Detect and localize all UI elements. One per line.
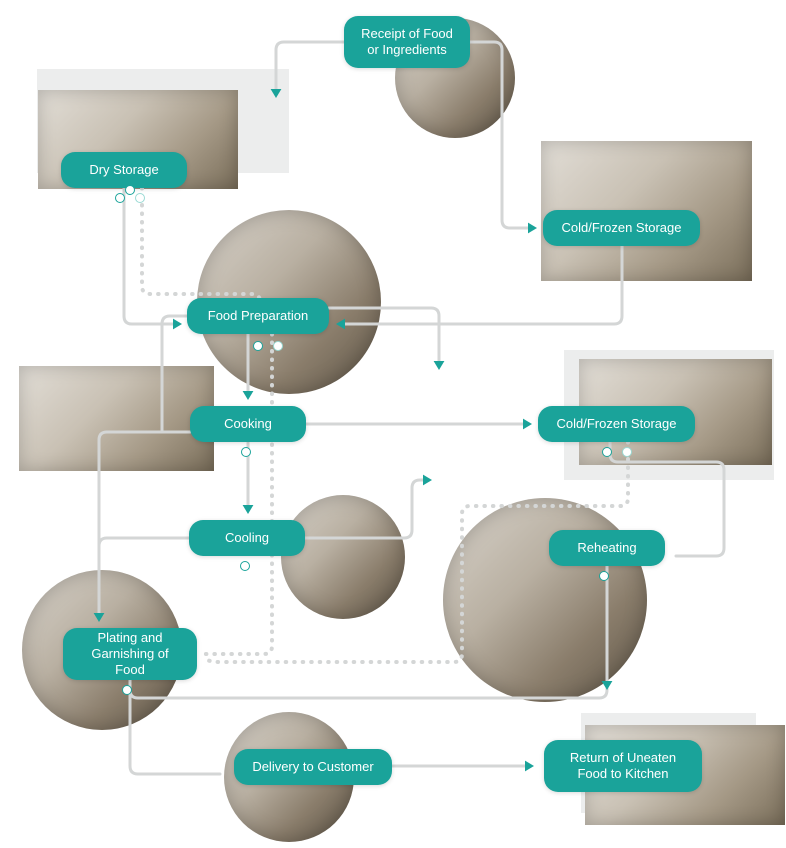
edge-foodprep-cold2u-arrow — [434, 361, 445, 370]
port-dot — [135, 193, 145, 203]
node-delivery: Delivery to Customer — [234, 749, 392, 785]
port-dot — [115, 193, 125, 203]
node-cooking: Cooking — [190, 406, 306, 442]
node-dry-storage: Dry Storage — [61, 152, 187, 188]
port-dot — [273, 341, 283, 351]
edge-cooking-cooling-arrow — [243, 505, 254, 514]
port-dot — [253, 341, 263, 351]
port-dot — [241, 447, 251, 457]
node-return: Return of UneatenFood to Kitchen — [544, 740, 702, 792]
port-dot — [122, 685, 132, 695]
node-food-prep: Food Preparation — [187, 298, 329, 334]
port-dot — [622, 447, 632, 457]
edge-delivery-return-arrow — [525, 761, 534, 772]
port-dot — [125, 185, 135, 195]
node-cold-storage-1: Cold/Frozen Storage — [543, 210, 700, 246]
edge-dry-foodprep — [124, 188, 178, 324]
img-cooling — [281, 495, 405, 619]
node-receipt: Receipt of Foodor Ingredients — [344, 16, 470, 68]
node-plating: Plating andGarnishing of Food — [63, 628, 197, 680]
node-reheating: Reheating — [549, 530, 665, 566]
edge-foodprep-cooking-arrow — [243, 391, 254, 400]
port-dot — [602, 447, 612, 457]
port-dot — [240, 561, 250, 571]
flowchart-canvas: { "type": "flowchart", "canvas": { "widt… — [0, 0, 786, 848]
img-reheating — [443, 498, 647, 702]
edge-cooking-cold2-arrow — [523, 419, 532, 430]
img-cooking — [19, 366, 214, 471]
edge-dry-foodprep-arrow — [173, 319, 182, 330]
port-dot — [599, 571, 609, 581]
edge-receipt-cold1-arrow — [528, 223, 537, 234]
node-cold-storage-2: Cold/Frozen Storage — [538, 406, 695, 442]
edge-cooling-cold2-arrow — [423, 475, 432, 486]
node-cooling: Cooling — [189, 520, 305, 556]
